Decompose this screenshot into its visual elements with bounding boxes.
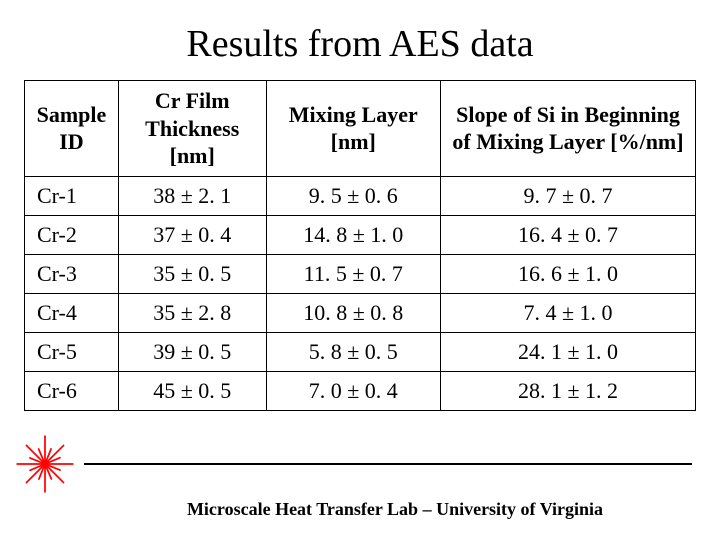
table-header-row: Sample ID Cr Film Thickness [nm] Mixing … xyxy=(25,81,696,177)
col-header-slope: Slope of Si in Beginning of Mixing Layer… xyxy=(441,81,696,177)
table-row: Cr-237 ± 0. 414. 8 ± 1. 016. 4 ± 0. 7 xyxy=(25,215,696,254)
cell-mixing: 14. 8 ± 1. 0 xyxy=(266,215,440,254)
cell-sample-id: Cr-3 xyxy=(25,254,119,293)
cell-slope: 9. 7 ± 0. 7 xyxy=(441,176,696,215)
laser-starburst-icon xyxy=(0,435,90,493)
col-header-sample-id: Sample ID xyxy=(25,81,119,177)
cell-mixing: 5. 8 ± 0. 5 xyxy=(266,332,440,371)
cell-mixing: 10. 8 ± 0. 8 xyxy=(266,293,440,332)
results-table-container: Sample ID Cr Film Thickness [nm] Mixing … xyxy=(0,80,720,411)
table-row: Cr-335 ± 0. 511. 5 ± 0. 716. 6 ± 1. 0 xyxy=(25,254,696,293)
cell-sample-id: Cr-6 xyxy=(25,371,119,410)
cell-thickness: 37 ± 0. 4 xyxy=(118,215,266,254)
cell-thickness: 38 ± 2. 1 xyxy=(118,176,266,215)
cell-mixing: 9. 5 ± 0. 6 xyxy=(266,176,440,215)
cell-sample-id: Cr-5 xyxy=(25,332,119,371)
cell-mixing: 11. 5 ± 0. 7 xyxy=(266,254,440,293)
col-header-mixing: Mixing Layer [nm] xyxy=(266,81,440,177)
cell-slope: 16. 4 ± 0. 7 xyxy=(441,215,696,254)
footer-divider xyxy=(84,463,692,465)
table-row: Cr-138 ± 2. 19. 5 ± 0. 69. 7 ± 0. 7 xyxy=(25,176,696,215)
cell-slope: 16. 6 ± 1. 0 xyxy=(441,254,696,293)
cell-slope: 7. 4 ± 1. 0 xyxy=(441,293,696,332)
slide-footer: Microscale Heat Transfer Lab – Universit… xyxy=(0,435,720,520)
cell-thickness: 35 ± 2. 8 xyxy=(118,293,266,332)
table-row: Cr-645 ± 0. 57. 0 ± 0. 428. 1 ± 1. 2 xyxy=(25,371,696,410)
cell-slope: 28. 1 ± 1. 2 xyxy=(441,371,696,410)
cell-thickness: 45 ± 0. 5 xyxy=(118,371,266,410)
cell-mixing: 7. 0 ± 0. 4 xyxy=(266,371,440,410)
footer-attribution: Microscale Heat Transfer Lab – Universit… xyxy=(0,499,720,520)
cell-thickness: 35 ± 0. 5 xyxy=(118,254,266,293)
results-table: Sample ID Cr Film Thickness [nm] Mixing … xyxy=(24,80,696,411)
cell-slope: 24. 1 ± 1. 0 xyxy=(441,332,696,371)
cell-thickness: 39 ± 0. 5 xyxy=(118,332,266,371)
table-row: Cr-539 ± 0. 55. 8 ± 0. 524. 1 ± 1. 0 xyxy=(25,332,696,371)
col-header-thickness: Cr Film Thickness [nm] xyxy=(118,81,266,177)
table-row: Cr-435 ± 2. 810. 8 ± 0. 87. 4 ± 1. 0 xyxy=(25,293,696,332)
cell-sample-id: Cr-4 xyxy=(25,293,119,332)
cell-sample-id: Cr-1 xyxy=(25,176,119,215)
slide-title: Results from AES data xyxy=(0,0,720,80)
cell-sample-id: Cr-2 xyxy=(25,215,119,254)
